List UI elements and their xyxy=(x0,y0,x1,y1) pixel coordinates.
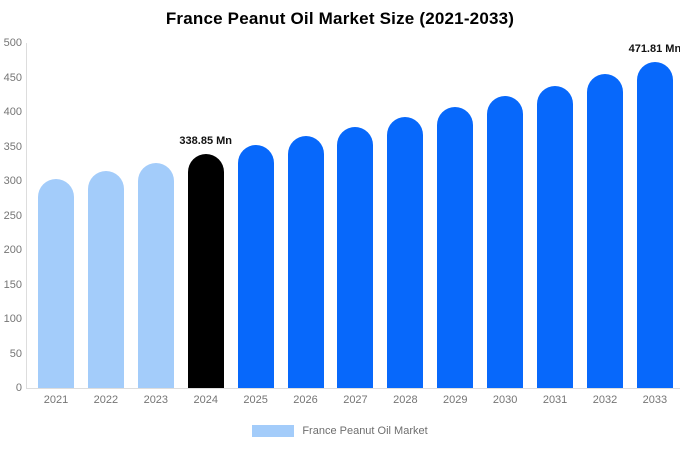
bar-2022[interactable] xyxy=(87,170,124,388)
x-tick-label: 2032 xyxy=(592,394,618,406)
y-tick-label: 100 xyxy=(3,313,22,325)
y-tick-label: 150 xyxy=(3,278,22,291)
bar-value-label: 338.85 Mn xyxy=(179,135,233,148)
bar-cell: 2031 xyxy=(537,43,574,406)
y-tick-label: 400 xyxy=(3,106,22,118)
bar-2023[interactable] xyxy=(137,162,174,388)
legend: France Peanut Oil Market xyxy=(0,425,680,437)
bar-value-label: 471.81 Mn xyxy=(628,43,680,56)
bar-cell: 2029 xyxy=(437,43,474,406)
bar-cell: 2023 xyxy=(137,43,174,406)
bar-2031[interactable] xyxy=(537,85,574,388)
x-tick-label: 2026 xyxy=(293,394,318,406)
bar-2029[interactable] xyxy=(437,106,474,388)
bar-cell: 2026 xyxy=(287,43,324,406)
x-tick-label: 2033 xyxy=(642,394,668,406)
y-tick-label: 500 xyxy=(3,37,22,49)
x-tick-label: 2030 xyxy=(492,394,518,406)
bars-container: 2021 2022 2023 2024 338.85 Mn 2025 2026 2027 202… xyxy=(26,43,680,406)
bar-cell: 2025 xyxy=(237,43,274,406)
x-tick-label: 2022 xyxy=(93,394,119,406)
y-axis-line xyxy=(26,43,27,388)
bar-2027[interactable] xyxy=(337,126,374,388)
bar-2026[interactable] xyxy=(287,136,324,388)
x-tick-label: 2024 xyxy=(193,394,218,406)
y-tick-label: 0 xyxy=(15,382,22,394)
y-tick-label: 450 xyxy=(3,71,22,84)
x-tick-label: 2021 xyxy=(43,394,69,406)
bar-cell: 2030 xyxy=(487,43,524,406)
x-tick-label: 2027 xyxy=(343,394,368,406)
x-axis-line xyxy=(26,388,680,389)
bar-2024[interactable] xyxy=(187,154,224,388)
bar-cell: 2028 xyxy=(387,43,424,406)
bar-2032[interactable] xyxy=(586,74,623,388)
legend-swatch[interactable] xyxy=(252,425,295,437)
bar-cell: 2033 471.81 Mn xyxy=(629,43,680,406)
bar-cell: 2022 xyxy=(87,43,124,406)
x-tick-label: 2025 xyxy=(243,394,268,406)
bar-2030[interactable] xyxy=(487,96,524,388)
bar-cell: 2024 338.85 Mn xyxy=(179,43,232,406)
y-tick-label: 250 xyxy=(3,209,22,222)
chart-title: France Peanut Oil Market Size (2021-2033… xyxy=(165,9,515,28)
x-tick-label: 2028 xyxy=(393,394,418,406)
y-tick-label: 350 xyxy=(3,140,22,153)
plot-area: 0 50 100 150 200 250 300 350 400 450 500 2021 2022 2… xyxy=(0,37,680,406)
bar-2021[interactable] xyxy=(38,178,74,388)
legend-label: France Peanut Oil Market xyxy=(302,425,428,437)
bar-cell: 2021 xyxy=(38,43,74,406)
y-tick-label: 300 xyxy=(3,175,22,187)
y-tick-label: 200 xyxy=(3,244,22,256)
bar-2025[interactable] xyxy=(237,145,274,388)
bar-2028[interactable] xyxy=(387,117,424,388)
x-tick-label: 2023 xyxy=(143,394,169,406)
bar-cell: 2027 xyxy=(337,43,374,406)
x-tick-label: 2029 xyxy=(443,394,468,406)
y-tick-label: 50 xyxy=(9,347,22,360)
bar-2033[interactable] xyxy=(636,62,673,388)
x-tick-label: 2031 xyxy=(542,394,568,406)
bar-cell: 2032 xyxy=(586,43,623,406)
